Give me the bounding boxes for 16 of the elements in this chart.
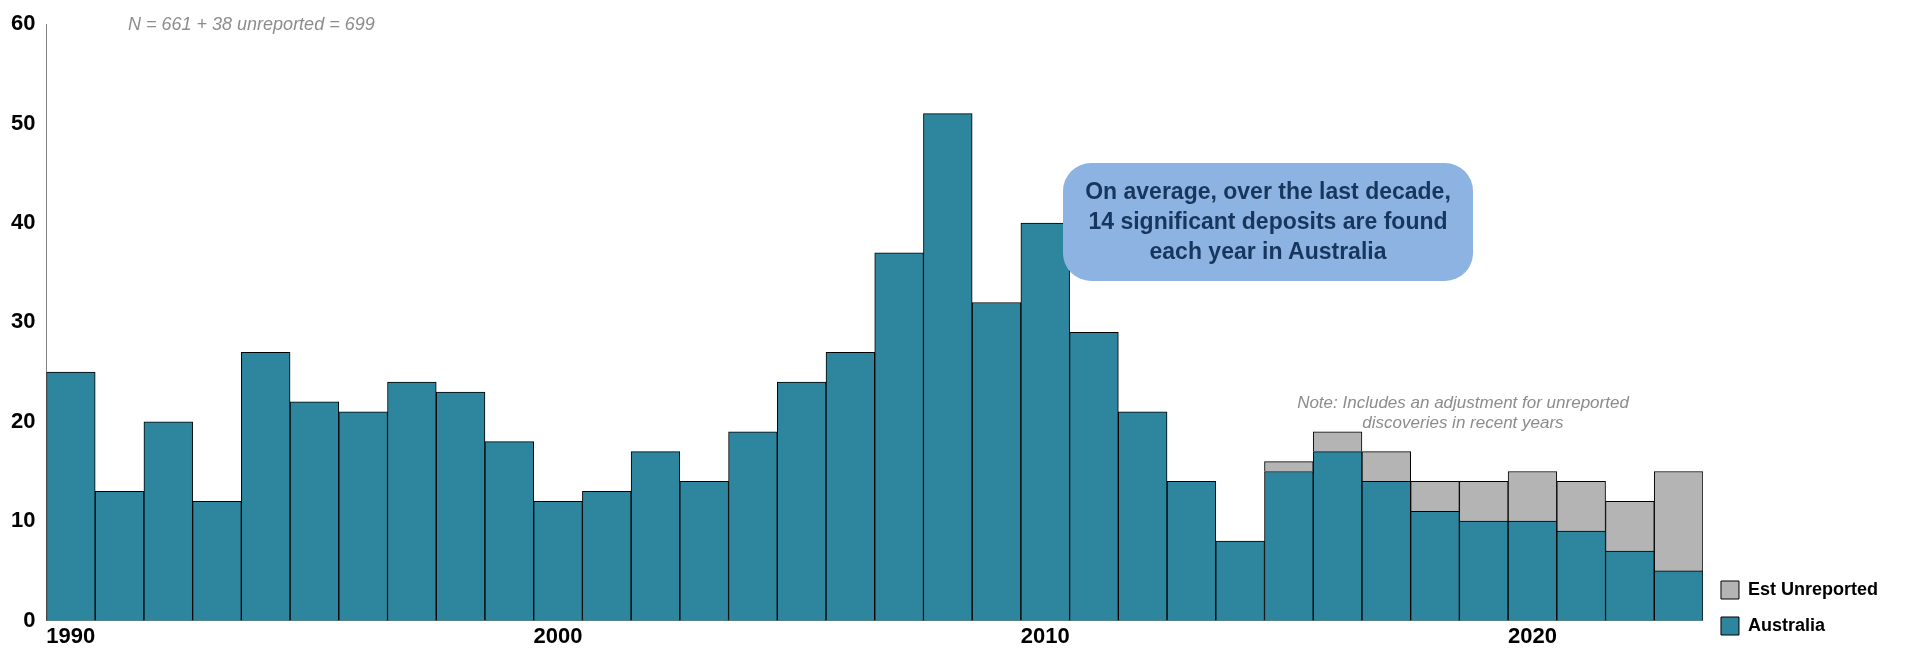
x-tick-label: 2010 bbox=[1020, 622, 1070, 648]
x-tick-label: 2020 bbox=[1507, 622, 1557, 648]
x-tick-label: 2000 bbox=[533, 622, 583, 648]
y-tick-label: 40 bbox=[10, 209, 36, 235]
legend-label: Australia bbox=[1747, 614, 1826, 635]
x-tick-label: 1990 bbox=[46, 622, 96, 648]
y-tick-label: 50 bbox=[10, 109, 36, 135]
y-tick-label: 10 bbox=[10, 507, 36, 533]
legend-label: Est Unreported bbox=[1747, 578, 1879, 599]
y-tick-label: 0 bbox=[23, 606, 36, 632]
y-tick-label: 60 bbox=[10, 10, 36, 36]
annotation: Note: Includes an adjustment for unreported discoveries in recent years bbox=[1296, 393, 1631, 433]
annotation: N = 661 + 38 unreported = 699 bbox=[128, 14, 375, 35]
y-tick-label: 30 bbox=[10, 308, 36, 334]
annotation: On average, over the last decade, 14 significant deposits are found each year in Australia bbox=[1063, 163, 1473, 281]
y-tick-label: 20 bbox=[10, 407, 36, 433]
